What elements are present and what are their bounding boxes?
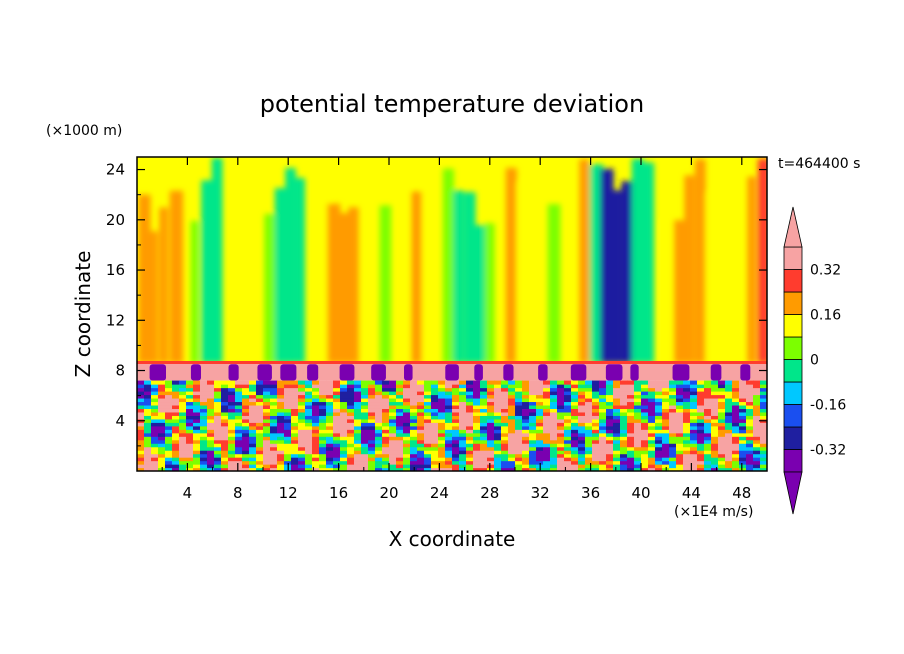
colorbar-over-arrow <box>783 206 803 248</box>
y-axis-label: Z coordinate <box>71 251 95 378</box>
y-tick-label: 4 <box>115 412 125 430</box>
plot-frame <box>136 156 768 472</box>
colorbar-band <box>783 246 803 270</box>
chart-title: potential temperature deviation <box>260 90 644 118</box>
x-tick-label: 20 <box>379 484 398 502</box>
x-tick-label: 8 <box>233 484 243 502</box>
x-tick-label: 44 <box>682 484 701 502</box>
x-tick-label: 16 <box>329 484 348 502</box>
y-unit-label: (×1000 m) <box>46 123 122 139</box>
colorbar-band <box>783 404 803 428</box>
colorbar-label: -0.16 <box>810 398 846 414</box>
y-tick-label: 12 <box>106 311 125 329</box>
plot-field <box>137 157 767 471</box>
colorbar-band <box>783 291 803 315</box>
colorbar-band <box>783 359 803 383</box>
colorbar-band <box>783 426 803 450</box>
x-tick-label: 40 <box>631 484 650 502</box>
time-label: t=464400 s <box>778 156 860 172</box>
x-axis-label: X coordinate <box>389 527 516 551</box>
x-axis-ticks: 4 8 12 16 20 24 28 32 36 40 44 48 <box>161 157 751 502</box>
x-tick-label: 4 <box>183 484 193 502</box>
x-tick-label: 32 <box>531 484 550 502</box>
y-axis-ticks: 4 8 12 16 20 24 <box>106 161 767 447</box>
x-tick-label: 48 <box>732 484 751 502</box>
stratosphere-layer <box>137 157 767 363</box>
colorbar-label: 0.32 <box>810 263 841 279</box>
colorbar-under-arrow <box>783 471 803 515</box>
x-tick-label: 28 <box>480 484 499 502</box>
colorbar: 0.32 0.16 0 -0.16 -0.32 <box>783 206 846 515</box>
y-tick-label: 8 <box>115 362 125 380</box>
troposphere-layer <box>137 380 767 471</box>
colorbar-band <box>783 314 803 338</box>
y-tick-label: 16 <box>106 261 125 279</box>
x-tick-label: 12 <box>279 484 298 502</box>
inversion-layer <box>137 360 767 381</box>
x-tick-label: 36 <box>581 484 600 502</box>
colorbar-label: 0.16 <box>810 308 841 324</box>
colorbar-band <box>783 381 803 405</box>
colorbar-label: -0.32 <box>810 443 846 459</box>
colorbar-band <box>783 336 803 360</box>
colorbar-band <box>783 449 803 473</box>
y-tick-label: 24 <box>106 161 125 179</box>
colorbar-band <box>783 269 803 293</box>
x-tick-label: 24 <box>430 484 449 502</box>
x-unit-label: (×1E4 m/s) <box>674 504 753 520</box>
colorbar-label: 0 <box>810 353 819 369</box>
y-tick-label: 20 <box>106 211 125 229</box>
